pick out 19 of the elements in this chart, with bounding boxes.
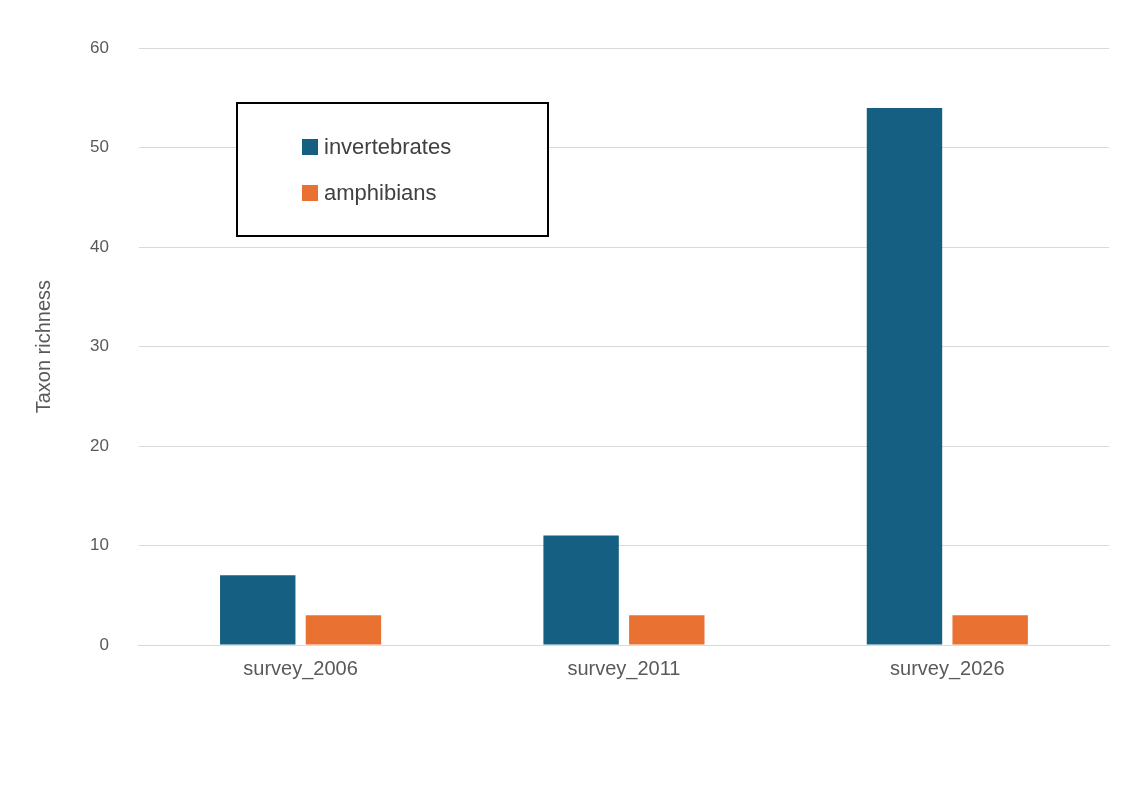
bar bbox=[866, 107, 943, 645]
y-tick-label: 60 bbox=[89, 37, 109, 57]
y-tick-label: 30 bbox=[89, 336, 109, 356]
y-tick-label: 20 bbox=[89, 435, 109, 455]
bar bbox=[305, 615, 382, 645]
x-tick-label: survey_2011 bbox=[567, 656, 681, 680]
bar bbox=[629, 615, 705, 645]
bar bbox=[952, 615, 1028, 645]
bar bbox=[220, 575, 296, 645]
bar bbox=[543, 535, 619, 645]
y-axis-title: Taxon richness bbox=[31, 279, 54, 414]
y-tick-label: 0 bbox=[99, 634, 109, 654]
x-tick-label: survey_2006 bbox=[243, 656, 358, 680]
legend-label: amphibians bbox=[324, 179, 437, 206]
legend-label: invertebrates bbox=[324, 133, 452, 160]
y-tick-label: 40 bbox=[89, 236, 109, 256]
x-tick-label: survey_2026 bbox=[890, 656, 1005, 680]
y-tick-label: 50 bbox=[89, 137, 109, 157]
y-tick-label: 10 bbox=[89, 535, 109, 555]
